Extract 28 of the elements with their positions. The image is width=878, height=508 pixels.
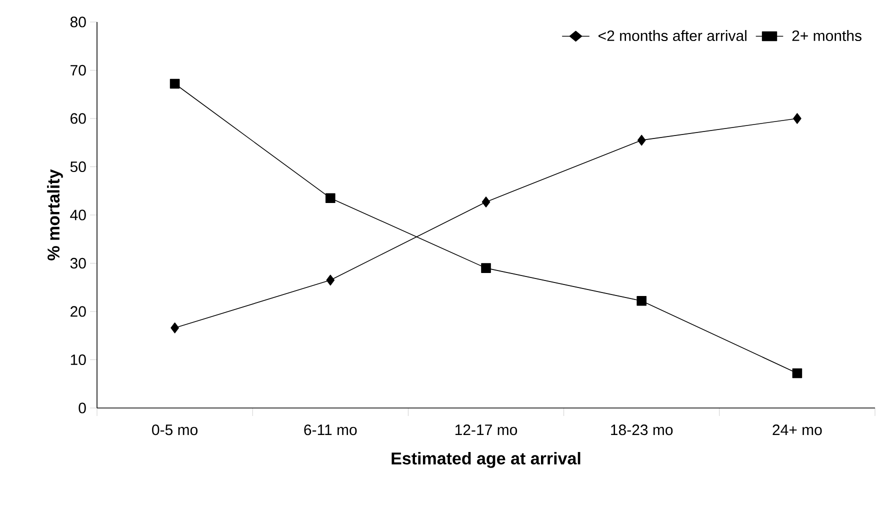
y-tick-label: 10 [70,354,86,366]
x-tick-label: 18-23 mo [611,424,673,436]
point [326,274,335,286]
x-tick-label: 12-17 mo [455,424,518,436]
legend-label: 2+ months [792,30,862,42]
x-tick-label: 24+ mo [772,424,822,436]
point [326,193,336,204]
point [482,196,490,208]
y-tick-label: 0 [78,402,86,414]
y-axis-title: % mortality [47,169,63,260]
point [792,368,802,378]
point [170,322,179,334]
point [793,113,802,124]
y-tick-label: 70 [70,64,86,76]
y-tick-label: 50 [70,161,86,172]
point [637,134,646,146]
x-tick-label: 6-11 mo [304,424,357,436]
y-tick-label: 40 [70,210,86,220]
x-axis-title: Estimated age at arrival [392,452,580,468]
point [170,78,180,89]
y-tick-label: 30 [70,258,86,269]
point [636,296,647,306]
y-tick-label: 60 [70,113,86,124]
point [481,263,491,273]
x-tick-label: 0-5 mo [152,424,198,436]
legend-label: <2 months after arrival [598,30,746,42]
y-tick-label: 80 [70,16,86,28]
y-tick-label: 20 [70,306,86,317]
